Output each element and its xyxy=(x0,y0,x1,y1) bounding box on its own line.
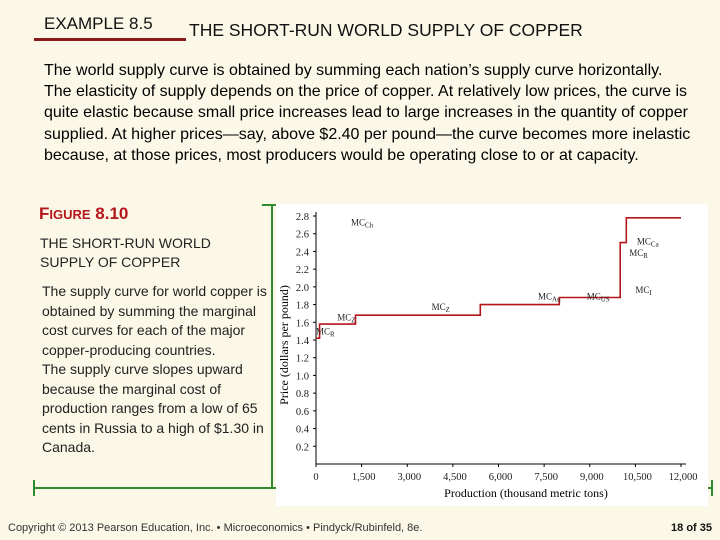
supply-curve-group xyxy=(316,217,681,339)
mc-label: MCR xyxy=(316,327,335,339)
y-tick-label: 0.8 xyxy=(296,389,309,400)
mc-label: MCZ xyxy=(432,302,450,314)
x-axis-label: Production (thousand metric tons) xyxy=(444,486,608,500)
x-tick-label: 9,000 xyxy=(580,472,604,483)
figure-description-2: The supply curve slopes upward because t… xyxy=(42,361,264,455)
figure-subtitle: THE SHORT-RUN WORLD SUPPLY OF COPPER xyxy=(40,235,211,270)
x-tick-label: 6,000 xyxy=(489,472,513,483)
figure-label-initial: F xyxy=(39,204,50,223)
figure-label-smallcaps: IGURE xyxy=(49,207,91,222)
mc-label: MCR xyxy=(629,248,648,260)
y-tick-label: 1.8 xyxy=(296,301,309,312)
chart-background xyxy=(276,204,708,506)
x-tick-label: 4,500 xyxy=(443,472,467,483)
x-tick-label: 7,500 xyxy=(534,472,558,483)
figure-description-1: The supply curve for world copper is obt… xyxy=(42,283,267,358)
y-tick-label: 0.6 xyxy=(296,407,309,418)
y-tick-label: 2.0 xyxy=(296,283,309,294)
mc-label: MCZ xyxy=(337,313,355,325)
x-tick-label: 3,000 xyxy=(397,472,421,483)
x-tick-label: 12,000 xyxy=(669,472,698,483)
y-tick-label: 1.2 xyxy=(296,354,309,365)
mc-label: MCI xyxy=(635,285,652,297)
y-tick-label: 2.4 xyxy=(296,247,310,258)
y-tick-label: 0.2 xyxy=(296,442,309,453)
y-tick-labels: 0.2 0.4 0.6 0.8 1.0 1.2 1.4 1.6 1.8 2.0 2.2 2.4 2.6 2… xyxy=(296,212,310,453)
x-tick-label: 1,500 xyxy=(352,472,376,483)
y-tick-label: 2.8 xyxy=(296,212,309,223)
slide-title: THE SHORT-RUN WORLD SUPPLY OF COPPER xyxy=(189,20,583,40)
y-tick-label: 1.4 xyxy=(296,336,310,347)
y-tick-label: 1.0 xyxy=(296,371,309,382)
figure-description: The supply curve for world copper is obt… xyxy=(42,282,267,458)
example-label: EXAMPLE 8.5 xyxy=(44,14,153,33)
mc-label: MCCa xyxy=(637,236,660,248)
y-tick-label: 1.6 xyxy=(296,318,309,329)
x-tick-label: 0 xyxy=(313,472,318,483)
mc-label: MCAu xyxy=(538,291,561,303)
footer-copyright: Copyright © 2013 Pearson Education, Inc.… xyxy=(8,522,423,534)
y-tick-label: 2.2 xyxy=(296,265,309,276)
example-underline xyxy=(34,38,186,41)
intro-paragraph: The world supply curve is obtained by su… xyxy=(44,62,691,164)
figure-label: FIGURE 8.10 xyxy=(39,204,128,224)
supply-chart: 0.2 0.4 0.6 0.8 1.0 1.2 1.4 1.6 1.8 2.0 2.2 2.4 2.6 2… xyxy=(276,204,708,506)
y-tick-label: 0.4 xyxy=(296,425,310,436)
figure-number: 8.10 xyxy=(90,204,129,223)
world-supply-curve xyxy=(316,217,681,339)
x-tick-label: 10,500 xyxy=(623,472,652,483)
y-tick-label: 2.6 xyxy=(296,230,309,241)
mc-label: MCUS xyxy=(587,291,610,303)
x-tick-labels: 0 1,500 3,000 4,500 6,000 7,500 9,000 10,500 12,… xyxy=(313,472,697,483)
page-number: 18 of 35 xyxy=(671,522,712,534)
mc-label: MCCh xyxy=(351,218,374,230)
y-axis-label: Price (dollars per pound) xyxy=(277,285,291,405)
